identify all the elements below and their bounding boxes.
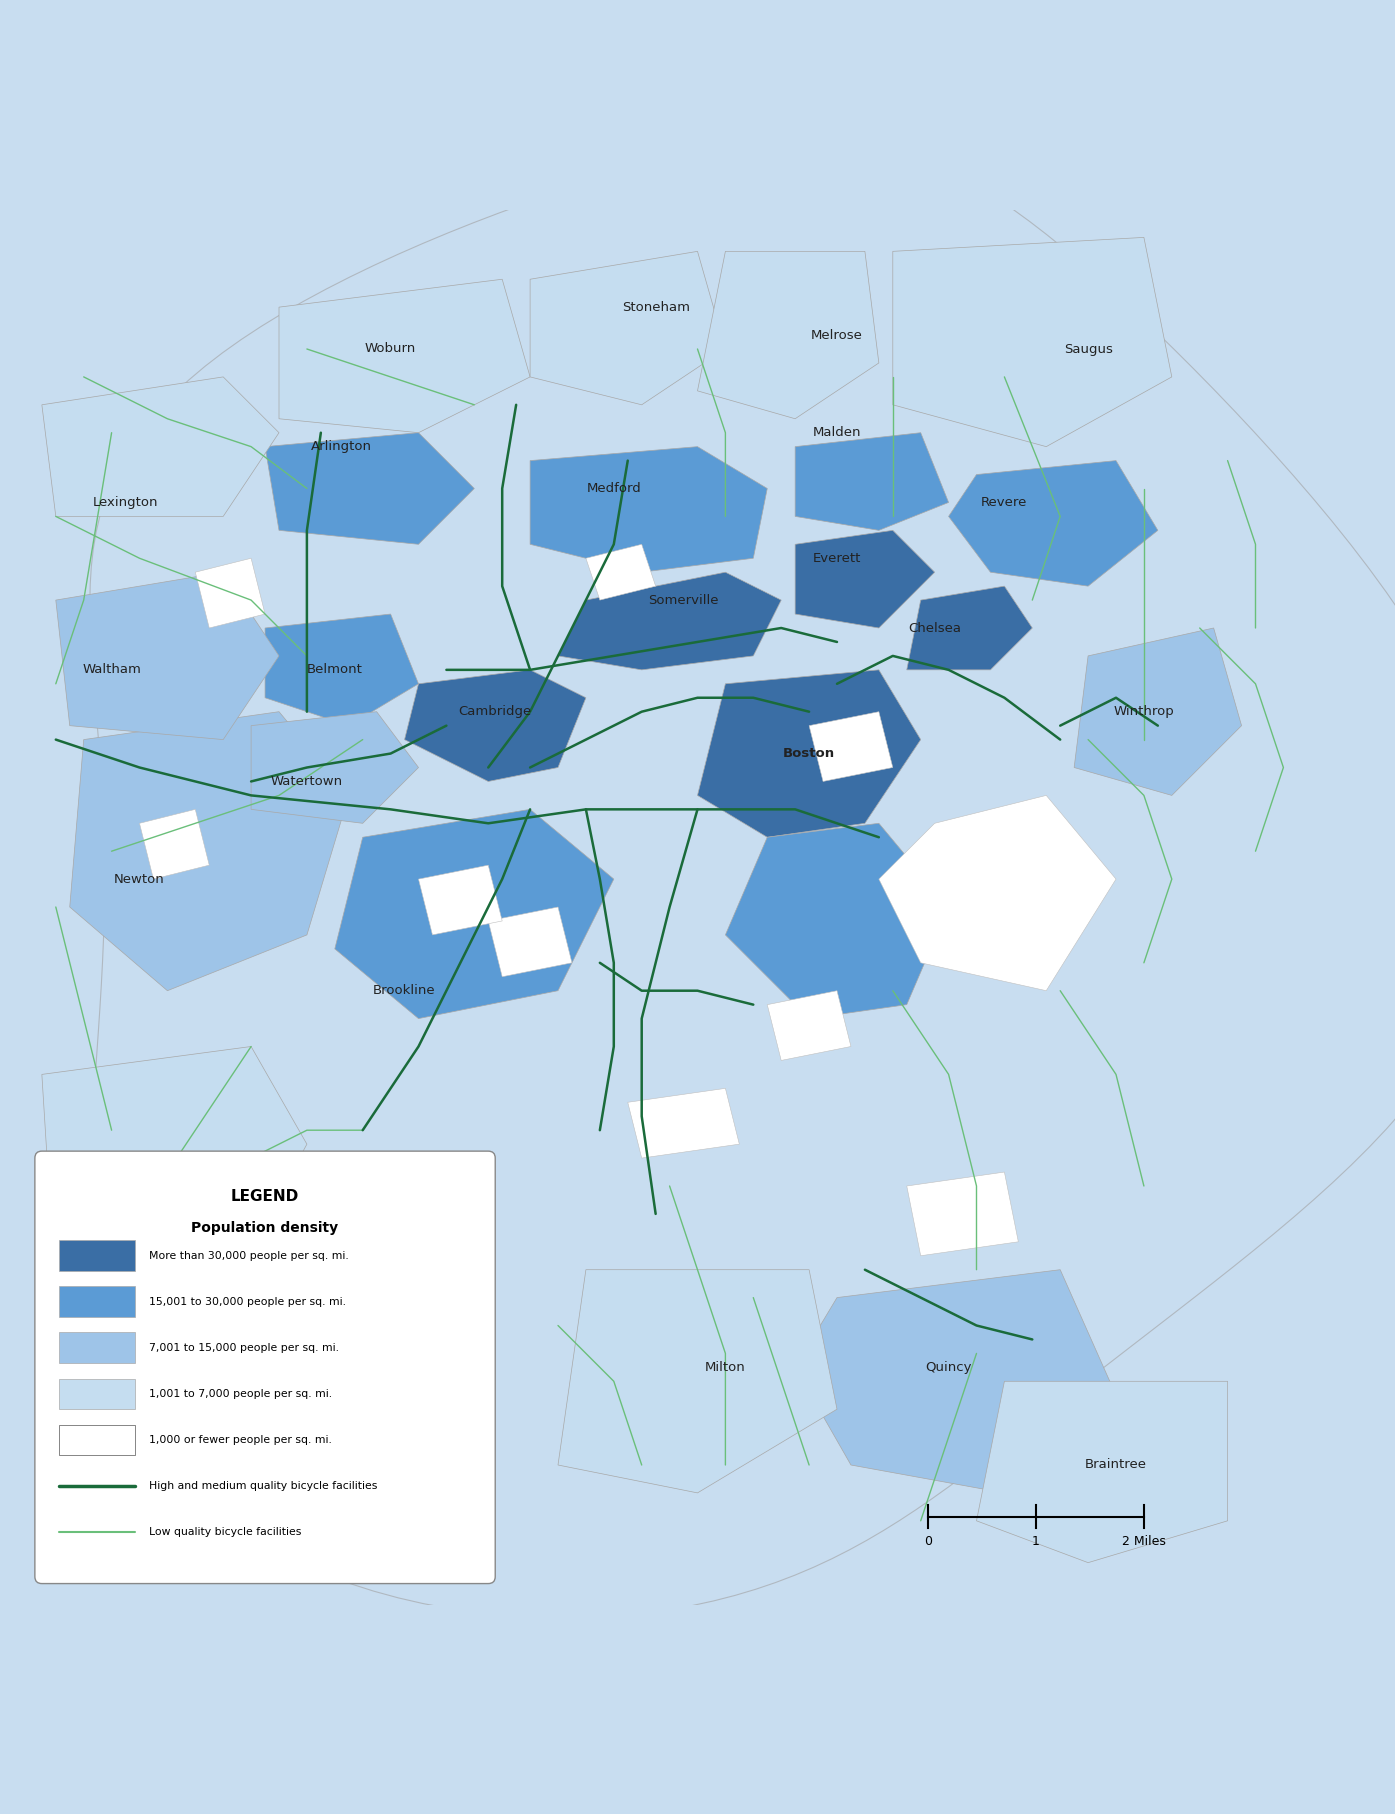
Text: Watertown: Watertown bbox=[271, 775, 343, 787]
Polygon shape bbox=[725, 824, 949, 1019]
Polygon shape bbox=[795, 1270, 1116, 1493]
Text: Stoneham: Stoneham bbox=[622, 301, 689, 314]
Polygon shape bbox=[558, 1270, 837, 1493]
Text: Malden: Malden bbox=[813, 426, 861, 439]
Polygon shape bbox=[405, 669, 586, 782]
Text: Somerville: Somerville bbox=[649, 593, 718, 606]
Text: Saugus: Saugus bbox=[1063, 343, 1113, 356]
Text: 1: 1 bbox=[1032, 1535, 1039, 1547]
Text: Melrose: Melrose bbox=[810, 328, 864, 341]
Bar bbox=[59, 1333, 135, 1362]
Polygon shape bbox=[265, 434, 474, 544]
Text: Chelsea: Chelsea bbox=[908, 622, 961, 635]
Polygon shape bbox=[89, 140, 1395, 1618]
Polygon shape bbox=[530, 446, 767, 571]
Polygon shape bbox=[70, 711, 349, 990]
Polygon shape bbox=[279, 279, 530, 434]
Text: Braintree: Braintree bbox=[1085, 1458, 1147, 1471]
Polygon shape bbox=[767, 990, 851, 1061]
Polygon shape bbox=[628, 1088, 739, 1157]
Text: Belmont: Belmont bbox=[307, 664, 363, 677]
Polygon shape bbox=[809, 711, 893, 782]
Polygon shape bbox=[195, 559, 265, 628]
Text: Revere: Revere bbox=[981, 495, 1028, 510]
Text: LEGEND: LEGEND bbox=[232, 1188, 299, 1204]
Text: Needham: Needham bbox=[93, 1221, 158, 1234]
Text: Cambridge: Cambridge bbox=[459, 706, 531, 718]
Bar bbox=[59, 1241, 135, 1272]
Polygon shape bbox=[879, 795, 1116, 990]
Polygon shape bbox=[251, 711, 418, 824]
Polygon shape bbox=[698, 669, 921, 838]
Text: Quincy: Quincy bbox=[925, 1360, 972, 1373]
Polygon shape bbox=[1074, 628, 1242, 795]
Text: Medford: Medford bbox=[586, 483, 642, 495]
Polygon shape bbox=[42, 1047, 307, 1297]
FancyBboxPatch shape bbox=[35, 1152, 495, 1584]
Bar bbox=[59, 1286, 135, 1317]
Polygon shape bbox=[488, 907, 572, 976]
Polygon shape bbox=[56, 571, 279, 740]
Text: 1,000 or fewer people per sq. mi.: 1,000 or fewer people per sq. mi. bbox=[149, 1435, 332, 1446]
Polygon shape bbox=[949, 461, 1158, 586]
Text: High and medium quality bicycle facilities: High and medium quality bicycle faciliti… bbox=[149, 1480, 378, 1491]
Polygon shape bbox=[335, 809, 614, 1019]
Polygon shape bbox=[907, 586, 1032, 669]
Polygon shape bbox=[558, 571, 781, 669]
Bar bbox=[59, 1424, 135, 1455]
Polygon shape bbox=[698, 252, 879, 419]
Text: 15,001 to 30,000 people per sq. mi.: 15,001 to 30,000 people per sq. mi. bbox=[149, 1297, 346, 1306]
Polygon shape bbox=[418, 865, 502, 934]
Text: More than 30,000 people per sq. mi.: More than 30,000 people per sq. mi. bbox=[149, 1250, 349, 1261]
Polygon shape bbox=[795, 530, 935, 628]
Text: Population density: Population density bbox=[191, 1221, 339, 1235]
Polygon shape bbox=[42, 377, 279, 517]
Text: Boston: Boston bbox=[783, 747, 836, 760]
Polygon shape bbox=[586, 544, 656, 600]
Text: 7,001 to 15,000 people per sq. mi.: 7,001 to 15,000 people per sq. mi. bbox=[149, 1342, 339, 1353]
Text: Lexington: Lexington bbox=[93, 495, 158, 510]
Text: 0: 0 bbox=[923, 1535, 932, 1547]
Text: Woburn: Woburn bbox=[365, 343, 416, 356]
Text: Winthrop: Winthrop bbox=[1113, 706, 1175, 718]
Text: Arlington: Arlington bbox=[311, 441, 372, 454]
Text: 1,001 to 7,000 people per sq. mi.: 1,001 to 7,000 people per sq. mi. bbox=[149, 1390, 332, 1399]
Text: Brookline: Brookline bbox=[374, 985, 435, 998]
Polygon shape bbox=[795, 434, 949, 530]
Polygon shape bbox=[893, 238, 1172, 446]
Polygon shape bbox=[140, 809, 209, 880]
Polygon shape bbox=[265, 615, 418, 726]
Text: Waltham: Waltham bbox=[82, 664, 141, 677]
Text: Low quality bicycle facilities: Low quality bicycle facilities bbox=[149, 1527, 301, 1536]
Text: 2 Miles: 2 Miles bbox=[1122, 1535, 1166, 1547]
Text: Everett: Everett bbox=[813, 551, 861, 564]
Text: Newton: Newton bbox=[114, 873, 165, 885]
Text: Milton: Milton bbox=[704, 1360, 746, 1373]
Bar bbox=[59, 1379, 135, 1409]
Polygon shape bbox=[907, 1172, 1018, 1255]
Polygon shape bbox=[530, 252, 725, 405]
Polygon shape bbox=[976, 1380, 1228, 1562]
